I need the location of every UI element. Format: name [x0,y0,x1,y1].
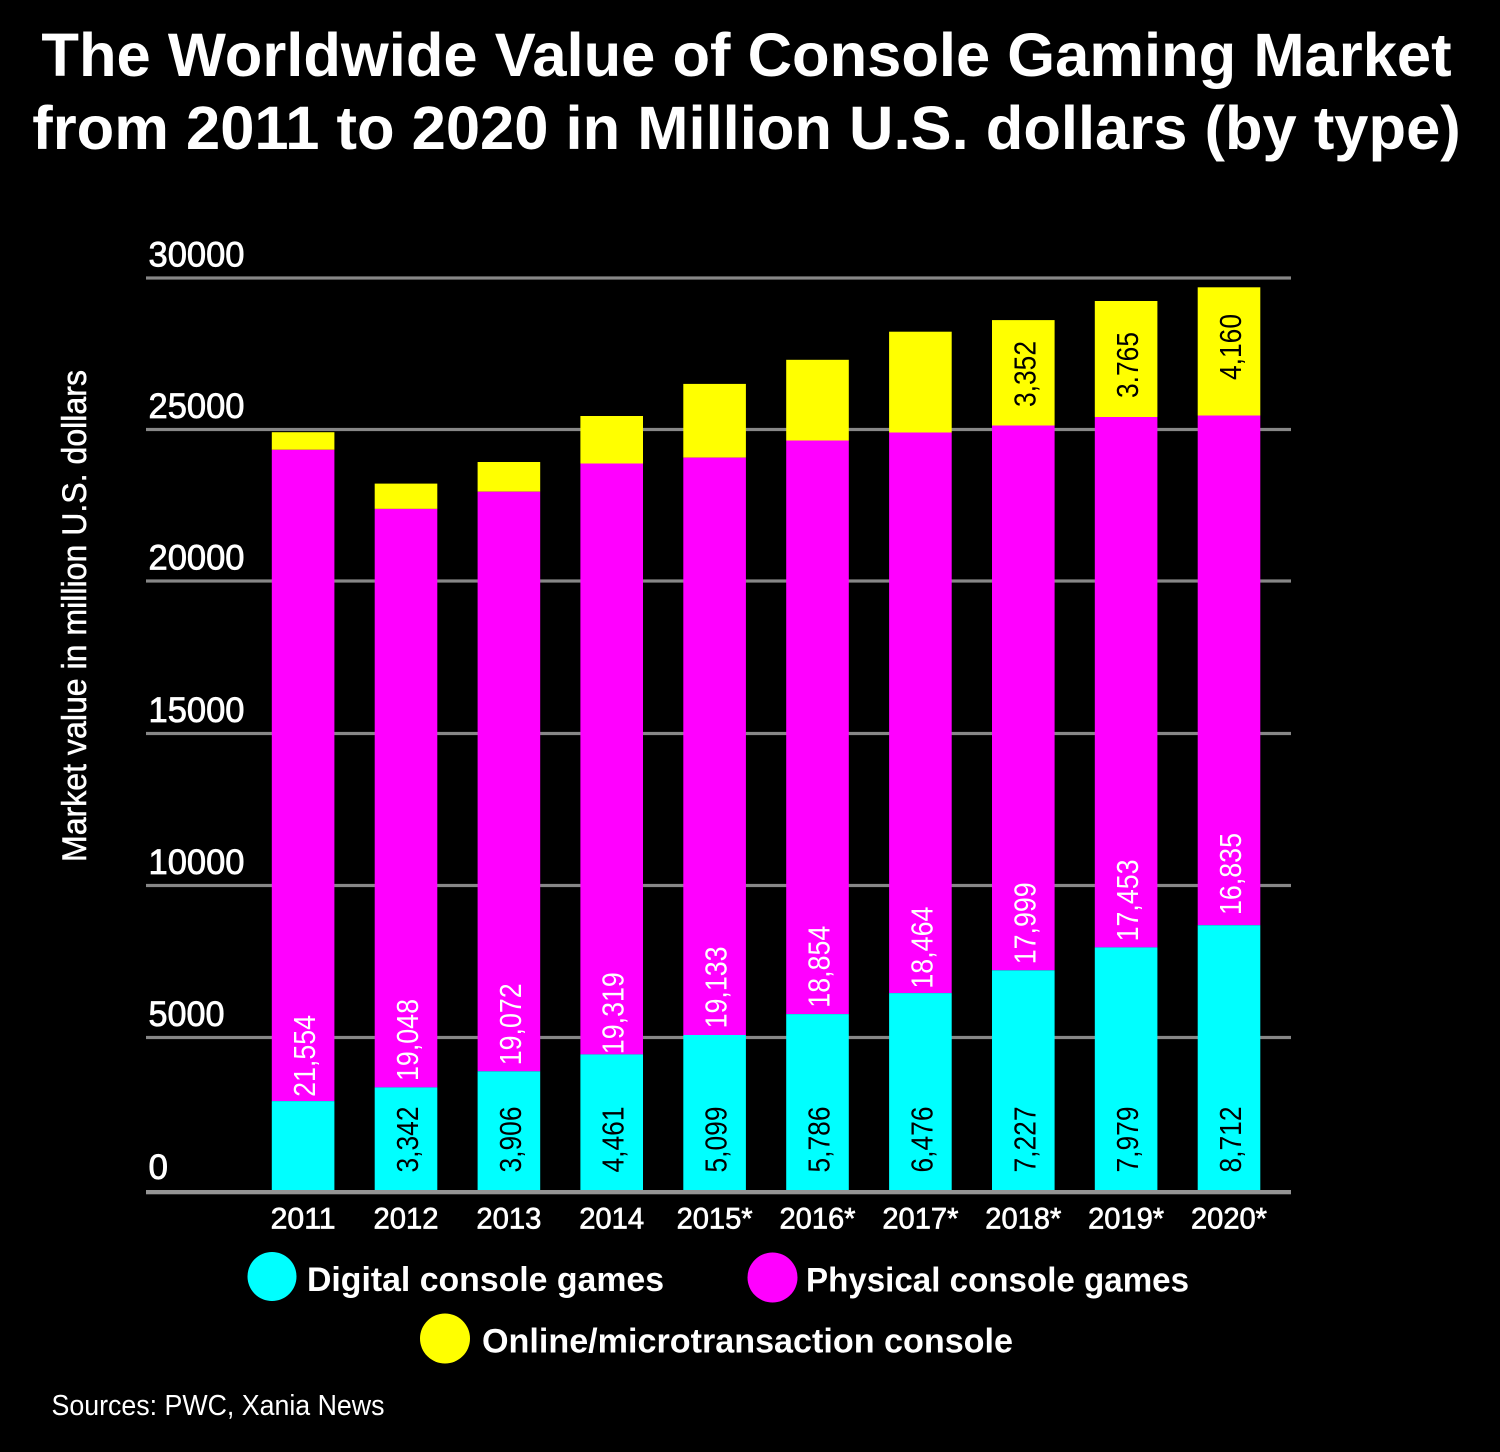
svg-text:10000: 10000 [149,843,245,882]
svg-text:19,048: 19,048 [390,999,425,1081]
svg-text:18,854: 18,854 [802,926,837,1008]
svg-text:Physical console games: Physical console games [806,1262,1189,1300]
svg-text:30000: 30000 [149,236,245,275]
svg-text:2018*: 2018* [985,1203,1061,1236]
svg-text:2014: 2014 [579,1203,644,1236]
svg-text:2020*: 2020* [1191,1203,1267,1236]
svg-text:3,342: 3,342 [390,1107,425,1173]
svg-text:5,099: 5,099 [699,1107,734,1173]
svg-text:2015*: 2015* [677,1203,753,1236]
svg-text:7,227: 7,227 [1007,1107,1042,1173]
svg-text:5,786: 5,786 [802,1107,837,1173]
svg-text:The Worldwide Value of Console: The Worldwide Value of Console Gaming Ma… [41,21,1451,90]
svg-text:17,453: 17,453 [1110,859,1145,941]
svg-text:17,999: 17,999 [1007,882,1042,964]
svg-text:2012: 2012 [374,1203,439,1236]
svg-text:20000: 20000 [149,539,245,578]
svg-text:2019*: 2019* [1088,1203,1164,1236]
svg-text:3.765: 3.765 [1110,332,1145,398]
svg-text:2011: 2011 [271,1203,336,1236]
svg-text:15000: 15000 [149,691,245,730]
svg-text:0: 0 [149,1148,168,1187]
svg-text:Market value in million U.S. d: Market value in million U.S. dollars [56,370,94,862]
svg-text:19,319: 19,319 [596,972,631,1054]
svg-text:3,906: 3,906 [493,1107,528,1173]
svg-text:25000: 25000 [149,387,245,426]
svg-text:Digital console games: Digital console games [307,1261,664,1299]
svg-text:3,352: 3,352 [1007,341,1042,407]
svg-text:2013: 2013 [476,1203,541,1236]
svg-text:7,979: 7,979 [1110,1107,1145,1173]
svg-text:21,554: 21,554 [287,1015,322,1097]
svg-text:5000: 5000 [149,995,225,1034]
svg-text:Online/microtransaction consol: Online/microtransaction console [482,1323,1013,1361]
svg-text:8,712: 8,712 [1213,1107,1248,1173]
svg-text:2016*: 2016* [780,1203,856,1236]
svg-text:Sources: PWC, Xania News: Sources: PWC, Xania News [52,1390,385,1422]
svg-text:19,133: 19,133 [699,946,734,1028]
svg-text:4,160: 4,160 [1213,314,1248,380]
svg-text:4,461: 4,461 [596,1107,631,1173]
svg-text:2017*: 2017* [882,1203,958,1236]
svg-text:6,476: 6,476 [904,1107,939,1173]
svg-text:18,464: 18,464 [904,907,939,989]
svg-text:19,072: 19,072 [493,983,528,1065]
svg-text:16,835: 16,835 [1213,833,1248,915]
svg-text:from 2011 to 2020 in Million U: from 2011 to 2020 in Million U.S. dollar… [32,94,1461,163]
